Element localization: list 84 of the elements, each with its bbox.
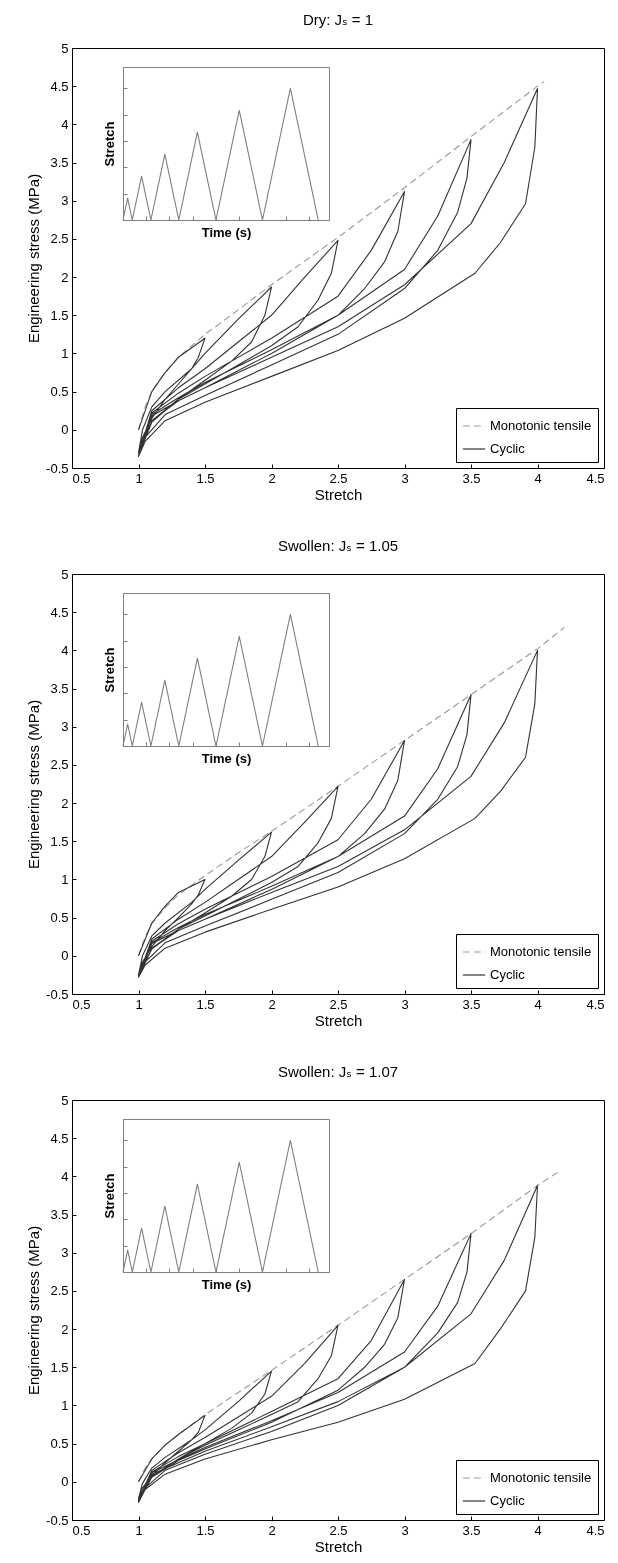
x-tick-label: 4 bbox=[534, 996, 542, 1012]
y-tick-label: 0.5 bbox=[50, 1436, 69, 1452]
x-tick-label: 1.5 bbox=[196, 470, 215, 486]
y-tick-label: 0 bbox=[61, 948, 69, 964]
y-tick-label: 3 bbox=[61, 193, 69, 209]
x-tick-label: 4 bbox=[534, 470, 542, 486]
x-tick-label: 3.5 bbox=[462, 1522, 481, 1538]
x-tick-label: 1.5 bbox=[196, 1522, 215, 1538]
x-tick-label: 2 bbox=[268, 470, 276, 486]
chart-title: Dry: Jₛ = 1 bbox=[302, 11, 374, 28]
y-tick-label: 2.5 bbox=[50, 231, 69, 247]
y-axis-title: Engineering stress (MPa) bbox=[25, 173, 43, 344]
legend-label: Cyclic bbox=[490, 1493, 526, 1508]
x-tick-label: 1 bbox=[135, 996, 143, 1012]
y-tick-label: 0.5 bbox=[50, 910, 69, 926]
y-tick-label: 2.5 bbox=[50, 1283, 69, 1299]
y-tick-label: 1.5 bbox=[50, 1359, 69, 1375]
y-tick-label: 4 bbox=[61, 1168, 69, 1184]
y-tick-label: -0.5 bbox=[46, 1512, 69, 1528]
x-tick-label: 2.5 bbox=[329, 1522, 348, 1538]
x-tick-label: 3 bbox=[401, 996, 409, 1012]
legend-label: Monotonic tensile bbox=[490, 1470, 592, 1485]
x-tick-label: 4.5 bbox=[586, 1522, 605, 1538]
x-tick-label: 3 bbox=[401, 1522, 409, 1538]
x-tick-label: 0.5 bbox=[72, 996, 91, 1012]
x-tick-label: 1.5 bbox=[196, 996, 215, 1012]
y-tick-label: -0.5 bbox=[46, 986, 69, 1002]
y-tick-label: 0.5 bbox=[50, 384, 69, 400]
x-axis-title: Time (s) bbox=[201, 225, 252, 240]
y-axis-title: Stretch bbox=[102, 647, 117, 693]
x-tick-label: 3.5 bbox=[462, 470, 481, 486]
y-axis-title: Stretch bbox=[102, 121, 117, 167]
y-tick-label: 1 bbox=[61, 1397, 69, 1413]
x-axis-title: Time (s) bbox=[201, 751, 252, 766]
x-tick-label: 3.5 bbox=[462, 996, 481, 1012]
y-tick-label: 2 bbox=[61, 269, 69, 285]
y-tick-label: -0.5 bbox=[46, 460, 69, 476]
y-axis-title: Engineering stress (MPa) bbox=[25, 699, 43, 870]
chart-title: Swollen: Jₛ = 1.07 bbox=[277, 1063, 399, 1080]
y-tick-label: 3 bbox=[61, 1245, 69, 1261]
x-tick-label: 1 bbox=[135, 1522, 143, 1538]
y-tick-label: 1.5 bbox=[50, 833, 69, 849]
y-tick-label: 1 bbox=[61, 345, 69, 361]
y-tick-label: 1 bbox=[61, 871, 69, 887]
x-tick-label: 0.5 bbox=[72, 1522, 91, 1538]
y-axis-title: Stretch bbox=[102, 1173, 117, 1219]
x-axis-title: Stretch bbox=[314, 1537, 363, 1555]
y-tick-label: 4.5 bbox=[50, 1130, 69, 1146]
y-tick-label: 4 bbox=[61, 116, 69, 132]
y-tick-label: 2.5 bbox=[50, 757, 69, 773]
y-tick-label: 3.5 bbox=[50, 681, 69, 697]
x-tick-label: 3 bbox=[401, 470, 409, 486]
y-tick-label: 4 bbox=[61, 642, 69, 658]
x-tick-label: 4.5 bbox=[586, 470, 605, 486]
y-tick-label: 5 bbox=[61, 1092, 69, 1108]
x-tick-label: 2 bbox=[268, 996, 276, 1012]
x-tick-label: 2 bbox=[268, 1522, 276, 1538]
x-tick-label: 0.5 bbox=[72, 470, 91, 486]
x-axis-title: Stretch bbox=[314, 485, 363, 503]
x-tick-label: 4 bbox=[534, 1522, 542, 1538]
x-axis-title: Stretch bbox=[314, 1011, 363, 1029]
legend-label: Monotonic tensile bbox=[490, 944, 592, 959]
y-tick-label: 5 bbox=[61, 40, 69, 56]
y-tick-label: 3 bbox=[61, 719, 69, 735]
y-tick-label: 1.5 bbox=[50, 307, 69, 323]
x-tick-label: 2.5 bbox=[329, 470, 348, 486]
y-tick-label: 4.5 bbox=[50, 604, 69, 620]
y-tick-label: 4.5 bbox=[50, 78, 69, 94]
x-axis-title: Time (s) bbox=[201, 1277, 252, 1292]
chart-title: Swollen: Jₛ = 1.05 bbox=[277, 537, 399, 554]
y-tick-label: 3.5 bbox=[50, 155, 69, 171]
legend-label: Cyclic bbox=[490, 441, 526, 456]
y-tick-label: 2 bbox=[61, 795, 69, 811]
y-tick-label: 0 bbox=[61, 422, 69, 438]
x-tick-label: 4.5 bbox=[586, 996, 605, 1012]
y-tick-label: 0 bbox=[61, 1474, 69, 1490]
y-tick-label: 2 bbox=[61, 1321, 69, 1337]
y-tick-label: 5 bbox=[61, 566, 69, 582]
legend-label: Monotonic tensile bbox=[490, 418, 592, 433]
y-axis-title: Engineering stress (MPa) bbox=[25, 1225, 43, 1396]
legend-label: Cyclic bbox=[490, 967, 526, 982]
x-tick-label: 1 bbox=[135, 470, 143, 486]
x-tick-label: 2.5 bbox=[329, 996, 348, 1012]
y-tick-label: 3.5 bbox=[50, 1207, 69, 1223]
